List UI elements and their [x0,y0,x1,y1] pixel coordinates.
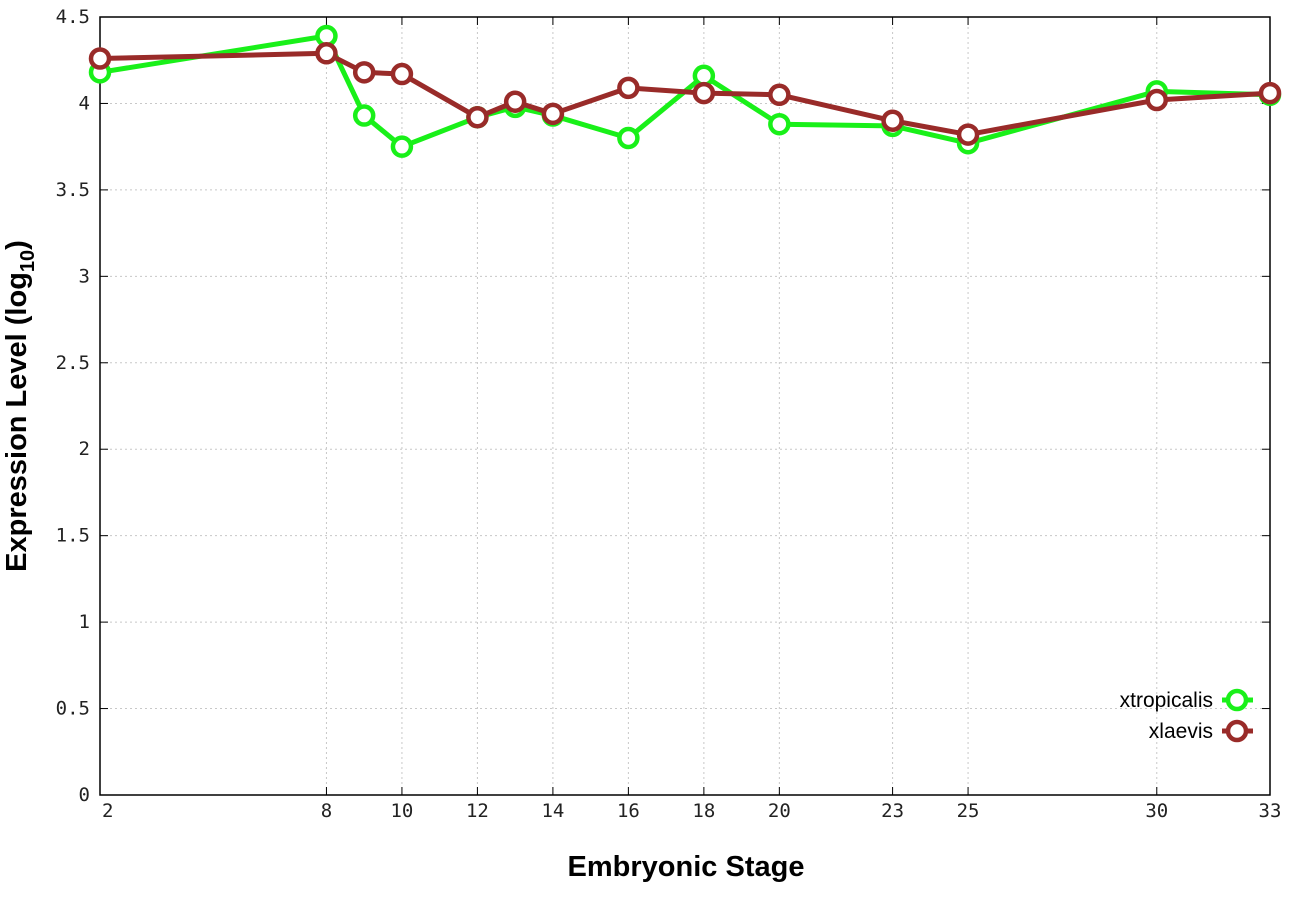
y-axis-title-close: ) [1,240,33,250]
data-point [1145,88,1169,112]
data-point [617,126,640,150]
data-point [692,81,716,105]
data-point [503,90,527,113]
x-tick-label: 23 [881,800,904,822]
legend-label: xtropicalis [1120,689,1213,712]
x-tick-label: 16 [617,800,640,822]
y-tick-label: 1.5 [56,525,90,547]
data-point [315,42,338,65]
x-tick-label: 30 [1145,800,1168,822]
data-point [1258,81,1282,105]
x-tick-label: 14 [541,800,564,822]
data-point [352,104,376,127]
y-axis-title: Expression Level (log10) [1,240,39,572]
series-layer [88,24,1282,158]
x-axis-title: Embryonic Stage [568,851,805,883]
y-tick-label: 4 [79,92,90,114]
tick-layer: 0 0.5 1 1.5 2 2.5 3 3.5 4 4.5 2 8 10 12 14 16 18 20 23 25 30… [56,6,1282,822]
y-tick-label: 3 [79,265,90,287]
grid-layer [100,17,1270,795]
y-tick-label: 0.5 [56,698,90,720]
y-tick-label: 4.5 [56,6,90,28]
y-tick-label: 1 [79,611,90,633]
data-point [617,76,640,100]
y-tick-label: 2.5 [56,352,90,374]
x-tick-label: 33 [1259,800,1282,822]
data-point [390,135,414,158]
data-point [768,112,791,136]
data-point [956,123,980,146]
y-axis-title-main: Expression Level (log [1,272,33,572]
series-line [99,50,1271,138]
data-point [881,109,904,132]
data-point [390,62,414,86]
plot-frame [99,16,1271,796]
data-point [768,83,791,107]
legend: xtropicalis xlaevis [1120,688,1253,743]
legend-swatch-marker [1225,688,1249,712]
legend-swatch-marker [1225,719,1249,743]
data-point [541,102,565,126]
x-tick-label: 12 [466,800,489,822]
data-point [352,61,376,84]
series-xlaevis [88,42,1282,146]
y-axis-title-subscript: 10 [17,250,39,272]
y-tick-label: 2 [79,438,90,460]
x-tick-label: 20 [768,800,791,822]
x-tick-label: 8 [321,800,332,822]
data-point [88,47,112,70]
data-point [466,106,489,129]
x-tick-label: 18 [692,800,715,822]
legend-label: xlaevis [1149,720,1213,743]
x-tick-label: 10 [390,800,413,822]
x-tick-label: 25 [957,800,980,822]
x-tick-label: 2 [102,800,113,822]
y-tick-label: 0 [79,784,90,806]
y-tick-label: 3.5 [56,179,90,201]
